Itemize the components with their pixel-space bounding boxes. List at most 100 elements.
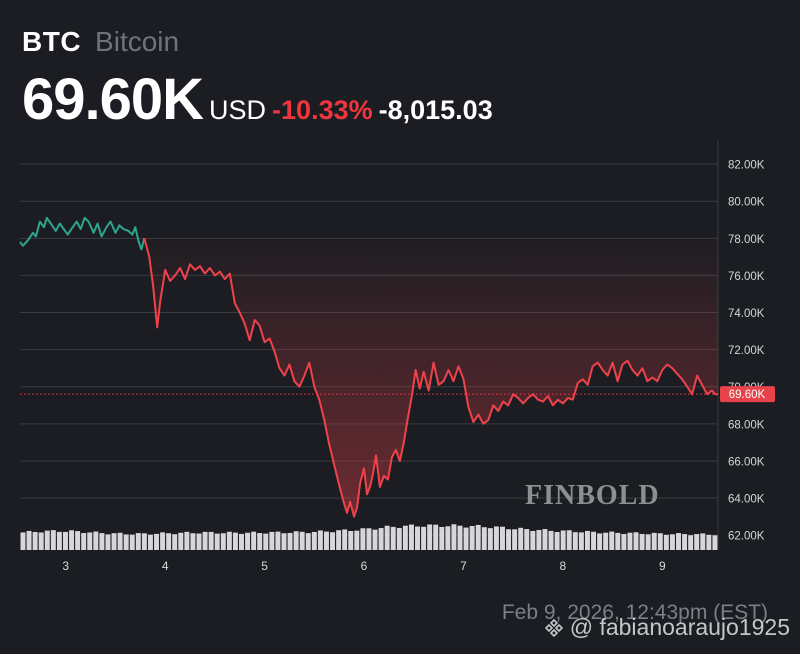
volume-bar — [196, 533, 202, 550]
volume-bar — [554, 532, 560, 550]
volume-bar — [348, 530, 354, 550]
volume-bar — [578, 532, 584, 550]
x-axis: 3 4 5 6 7 8 9 — [62, 559, 666, 573]
volume-bar — [402, 525, 408, 550]
volume-bar — [220, 533, 226, 550]
y-tick-label: 68.00K — [728, 419, 765, 431]
y-tick-label: 78.00K — [728, 234, 765, 246]
volume-bar — [299, 531, 305, 550]
volume-bar — [682, 534, 688, 550]
volume-bar — [251, 531, 257, 550]
x-tick-label: 8 — [560, 559, 567, 573]
volume-bar — [245, 532, 251, 550]
y-tick-label: 62.00K — [728, 531, 765, 543]
volume-bar — [688, 535, 694, 550]
x-tick-label: 7 — [460, 559, 467, 573]
y-axis: 62.00K64.00K66.00K68.00K70.00K72.00K74.0… — [728, 160, 765, 543]
volume-bar — [603, 532, 609, 550]
volume-bar — [69, 530, 75, 550]
volume-bar — [208, 531, 214, 550]
x-tick-label: 9 — [659, 559, 666, 573]
volume-bar — [56, 531, 62, 550]
volume-bar — [451, 524, 457, 550]
volume-bar — [226, 531, 232, 550]
volume-bar — [360, 528, 366, 550]
volume-bar — [663, 534, 669, 550]
x-tick-label: 3 — [62, 559, 69, 573]
volume-bar — [342, 529, 348, 550]
volume-bar — [305, 533, 311, 550]
volume-bar — [172, 534, 178, 550]
volume-bar — [439, 526, 445, 550]
current-price: 69.60K — [22, 67, 204, 132]
currency-label: USD — [209, 95, 267, 125]
change-percent: -10.33% — [272, 95, 373, 125]
volume-bar — [62, 531, 68, 550]
volume-bar — [384, 525, 390, 550]
x-tick-label: 5 — [261, 559, 268, 573]
volume-bar — [281, 533, 287, 550]
volume-bar — [633, 532, 639, 550]
volume-bar — [487, 528, 493, 550]
volume-bar — [232, 532, 238, 550]
volume-bar — [99, 533, 105, 550]
volume-bar — [615, 532, 621, 550]
volume-bar — [421, 526, 427, 550]
x-tick-label: 4 — [162, 559, 169, 573]
volume-bar — [372, 529, 378, 550]
volume-bar — [141, 533, 147, 550]
volume-bar — [572, 532, 578, 550]
volume-bar — [676, 533, 681, 550]
volume-bar — [560, 530, 566, 550]
y-tick-label: 66.00K — [728, 456, 765, 468]
volume-bar — [378, 528, 384, 550]
credit-handle: @ fabianoaraujo1925 — [569, 614, 790, 640]
price-line-down-segment — [143, 238, 718, 518]
credit: @ fabianoaraujo1925 — [544, 614, 790, 641]
symbol-row: BTC Bitcoin — [22, 26, 493, 58]
volume-bar — [627, 532, 633, 550]
timestamp: Feb 9, 2026, 12:43pm (EST) — [501, 601, 768, 624]
current-price-badge-bg — [720, 386, 775, 403]
volume-bar — [111, 533, 117, 550]
volume-bar — [481, 527, 487, 550]
diamond-logo-icon — [544, 618, 563, 637]
volume-bar — [669, 534, 675, 550]
price-series — [19, 216, 718, 518]
price-row: 69.60K USD -10.33% -8,015.03 — [22, 66, 493, 133]
volume-bar — [87, 532, 93, 550]
volume-bar — [536, 530, 542, 550]
volume-bar — [178, 532, 184, 550]
volume-bar — [621, 533, 627, 550]
volume-bar — [154, 533, 159, 550]
y-tick-label: 72.00K — [728, 345, 765, 357]
volume-bar — [317, 530, 323, 550]
volume-bar — [275, 531, 281, 550]
volume-bar — [20, 532, 26, 550]
volume-bar — [645, 534, 651, 550]
volume-bar — [415, 526, 420, 550]
volume-bar — [463, 527, 469, 550]
volume-bar — [469, 525, 475, 550]
volume-bar — [366, 528, 372, 550]
volume-bar — [336, 530, 342, 550]
volume-bar — [160, 532, 166, 550]
volume-bar — [166, 533, 172, 550]
volume-bar — [706, 534, 712, 550]
volume-bar — [93, 531, 99, 550]
volume-bar — [293, 531, 299, 550]
volume-bar — [50, 530, 56, 550]
volume-bar — [190, 533, 196, 550]
volume-bar — [117, 532, 123, 550]
volume-bar — [44, 530, 50, 550]
header: BTC Bitcoin 69.60K USD -10.33% -8,015.03 — [22, 26, 493, 133]
volume-bar — [311, 531, 317, 550]
volume-bar — [81, 533, 87, 550]
volume-bar — [433, 524, 439, 550]
volume-bar — [445, 526, 451, 550]
volume-bar — [542, 529, 548, 550]
volume-bar — [408, 524, 414, 550]
volume-bar — [566, 530, 572, 550]
volume-bar — [147, 534, 153, 550]
